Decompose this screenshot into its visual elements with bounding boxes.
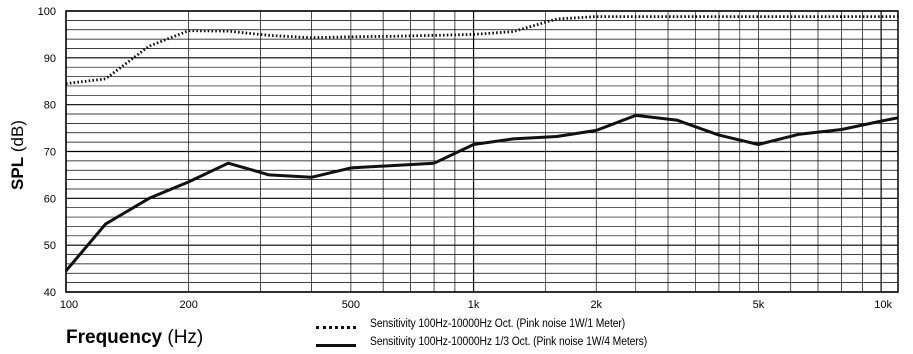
x-tick-label: 100 [60,299,78,311]
legend-swatch-dotted [316,326,356,329]
legend-label-octave: Sensitivity 100Hz-10000Hz Oct. (Pink noi… [370,318,626,330]
y-tick-label: 60 [44,193,56,205]
x-axis-label: Frequency (Hz) [66,327,203,349]
x-tick-label: 500 [342,299,360,311]
x-axis-label-main: Frequency [66,327,163,348]
x-tick-label: 200 [180,299,198,311]
chart-series-group [64,15,899,272]
y-tick-label: 70 [44,147,56,159]
x-tick-label: 5k [753,299,765,311]
x-tick-label: 1k [468,299,480,311]
y-tick-label: 50 [44,240,56,252]
chart-grid [65,10,898,293]
legend-swatch-solid [316,344,356,347]
x-tick-label: 10k [874,299,892,311]
x-axis-label-unit: (Hz) [167,327,204,348]
y-tick-label: 100 [38,6,56,18]
x-tick-label: 2k [590,299,602,311]
y-axis-label-wrapper: SPL (dB) [4,70,32,240]
y-tick-label: 90 [44,53,56,65]
tick-labels: 40 50 60 70 80 90 100 100 200 500 1k 2k 5k 10k [38,6,893,311]
y-tick-label: 40 [44,287,56,299]
legend-label-third-octave: Sensitivity 100Hz-10000Hz 1/3 Oct. (Pink… [370,336,648,348]
series-line-third-octave [64,113,899,272]
y-tick-label: 80 [44,100,56,112]
y-axis-label-unit: (dB) [8,120,27,153]
y-axis-label: SPL (dB) [8,120,28,190]
series-line-octave [65,15,898,85]
y-axis-label-main: SPL [8,156,27,190]
plot-frame [65,10,899,293]
